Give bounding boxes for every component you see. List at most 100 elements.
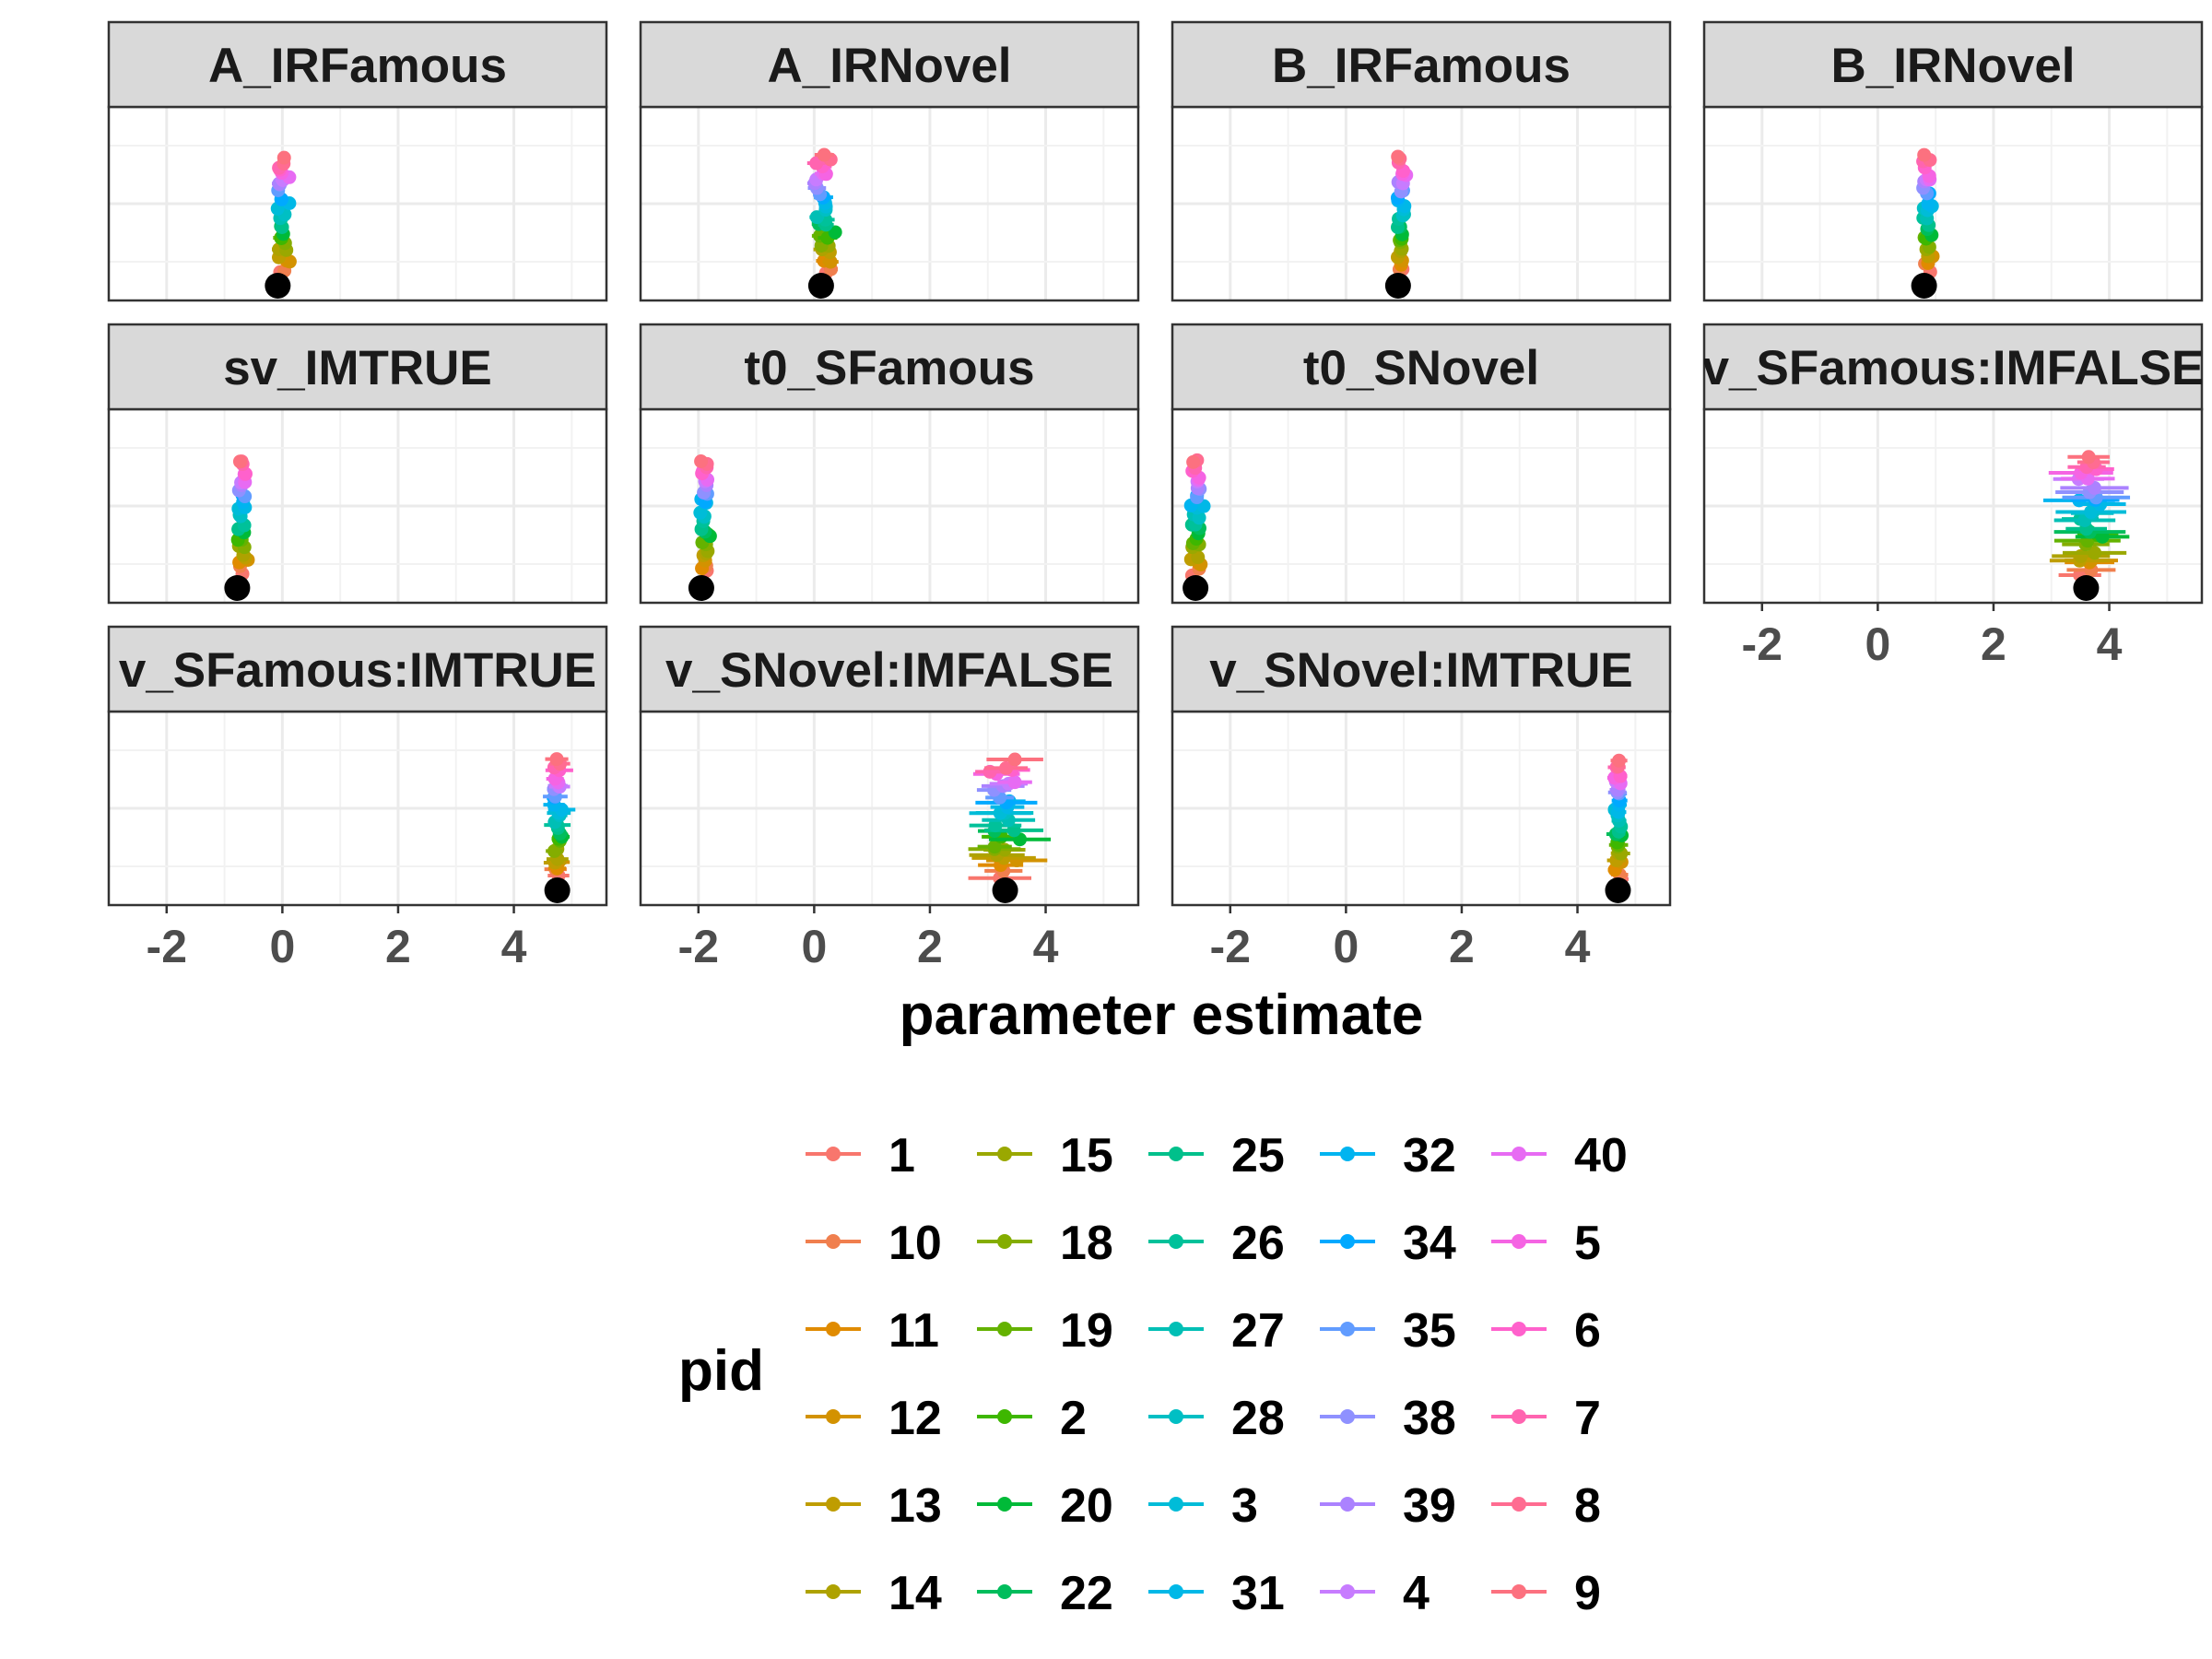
legend-label: 35 [1403, 1304, 1456, 1358]
participant-point [828, 225, 842, 240]
legend-entry: 39 [1320, 1479, 1456, 1533]
legend-label: 1 [888, 1129, 915, 1182]
facet-panels: A_IRFamous A_IRNovel B_IRFamous B_IRNovelsv… [107, 20, 2205, 907]
legend-label: 13 [888, 1479, 942, 1533]
x-axis-title: parameter estimate [900, 983, 1424, 1047]
legend-entry: 3 [1148, 1479, 1258, 1533]
legend-key-point [826, 1322, 841, 1336]
legend-entry: 22 [977, 1567, 1113, 1620]
panel-data [968, 752, 1052, 903]
legend-label: 3 [1231, 1479, 1258, 1533]
strip-label: t0_SNovel [1303, 341, 1539, 395]
legend-entry: 31 [1148, 1567, 1285, 1620]
x-axis: -2 0 2 4 [1210, 905, 1591, 972]
x-tick-label: -2 [678, 921, 719, 972]
participant-point [276, 150, 291, 165]
legend-key-point [1512, 1497, 1526, 1512]
strip-background [1171, 20, 1672, 109]
legend-label: 25 [1231, 1129, 1285, 1182]
x-axis: -2 0 2 4 [147, 905, 527, 972]
legend-entry: 8 [1491, 1479, 1601, 1533]
legend-entry: 7 [1491, 1392, 1601, 1445]
x-tick-label: 0 [1333, 921, 1359, 972]
legend-label: 38 [1403, 1392, 1456, 1445]
panel-data [543, 752, 576, 903]
legend-label: 5 [1574, 1217, 1601, 1270]
legend-key-point [826, 1147, 841, 1161]
participant-point [987, 840, 1002, 854]
legend-key-point [1169, 1584, 1183, 1599]
panel-data [1182, 453, 1211, 601]
facet-panel: v_SNovel:IMTRUE [1171, 625, 1672, 907]
legend-label: 7 [1574, 1392, 1601, 1445]
legend-label: 32 [1403, 1129, 1456, 1182]
legend-title: pid [678, 1339, 764, 1403]
x-tick-label: 0 [269, 921, 295, 972]
legend-key-point [997, 1147, 1012, 1161]
legend-entry: 9 [1491, 1567, 1601, 1620]
legend-key-point [1340, 1584, 1355, 1599]
strip-label: v_SNovel:IMFALSE [665, 643, 1113, 698]
legend-label: 18 [1060, 1217, 1113, 1270]
strip-label: sv_IMTRUE [223, 341, 492, 395]
strip-background [1171, 625, 1672, 713]
legend-label: 34 [1403, 1217, 1456, 1270]
strip-label: B_IRNovel [1830, 39, 2075, 93]
participant-point [1186, 454, 1201, 469]
participant-point [547, 843, 561, 858]
legend-entry: 15 [977, 1129, 1113, 1182]
strip-background [1702, 20, 2204, 109]
strip-label: B_IRFamous [1272, 39, 1571, 93]
legend-key-point [826, 1497, 841, 1512]
legend-label: 4 [1403, 1567, 1430, 1620]
legend-key-point [1512, 1584, 1526, 1599]
x-tick-label: -2 [147, 921, 187, 972]
facet-panel: B_IRNovel [1702, 20, 2204, 302]
group-estimate-point [2073, 575, 2100, 601]
legend-label: 11 [888, 1304, 939, 1358]
legend-entry: 13 [806, 1479, 942, 1533]
legend-key-point [826, 1234, 841, 1249]
legend-key-point [826, 1584, 841, 1599]
panel-data [1384, 149, 1414, 299]
legend-entry: 35 [1320, 1304, 1456, 1358]
legend-entry: 4 [1320, 1567, 1430, 1620]
facet-panel: A_IRFamous [107, 20, 608, 302]
panel-data [2042, 450, 2131, 601]
legend-label: 19 [1060, 1304, 1113, 1358]
facet-panel: sv_IMTRUE [107, 323, 608, 605]
legend-label: 9 [1574, 1567, 1601, 1620]
legend-key-point [1340, 1147, 1355, 1161]
participant-point [1007, 752, 1022, 767]
legend-entry: 11 [806, 1304, 939, 1358]
legend-key-point [1340, 1409, 1355, 1424]
strip-background [639, 625, 1140, 713]
strip-label: A_IRNovel [767, 39, 1011, 93]
x-tick-label: 4 [1033, 921, 1059, 972]
participant-point [1612, 753, 1627, 768]
strip-label: v_SFamous:IMFALSE [1702, 341, 2205, 395]
legend-key-point [1340, 1497, 1355, 1512]
legend-entry: 10 [806, 1217, 942, 1270]
strip-label: v_SNovel:IMTRUE [1209, 643, 1632, 698]
legend-entry: 14 [806, 1567, 942, 1620]
legend-label: 28 [1231, 1392, 1285, 1445]
group-estimate-point [992, 877, 1018, 903]
participant-point [282, 254, 297, 269]
group-estimate-point [807, 273, 834, 299]
participant-point [1917, 147, 1932, 162]
panel-data [1911, 147, 1940, 299]
legend-entry: 20 [977, 1479, 1113, 1533]
legend-label: 40 [1574, 1129, 1628, 1182]
x-tick-label: 2 [385, 921, 411, 972]
x-tick-label: -2 [1742, 618, 1783, 670]
participant-point [988, 818, 1003, 833]
participant-point [232, 454, 247, 469]
participant-point [2081, 450, 2096, 465]
participant-point [2084, 504, 2099, 519]
group-estimate-point [1605, 877, 1631, 903]
legend-entry: 38 [1320, 1392, 1456, 1445]
facet-panel: v_SNovel:IMFALSE [639, 625, 1140, 907]
legend-label: 10 [888, 1217, 942, 1270]
facet-panel: v_SFamous:IMFALSE [1702, 323, 2205, 605]
